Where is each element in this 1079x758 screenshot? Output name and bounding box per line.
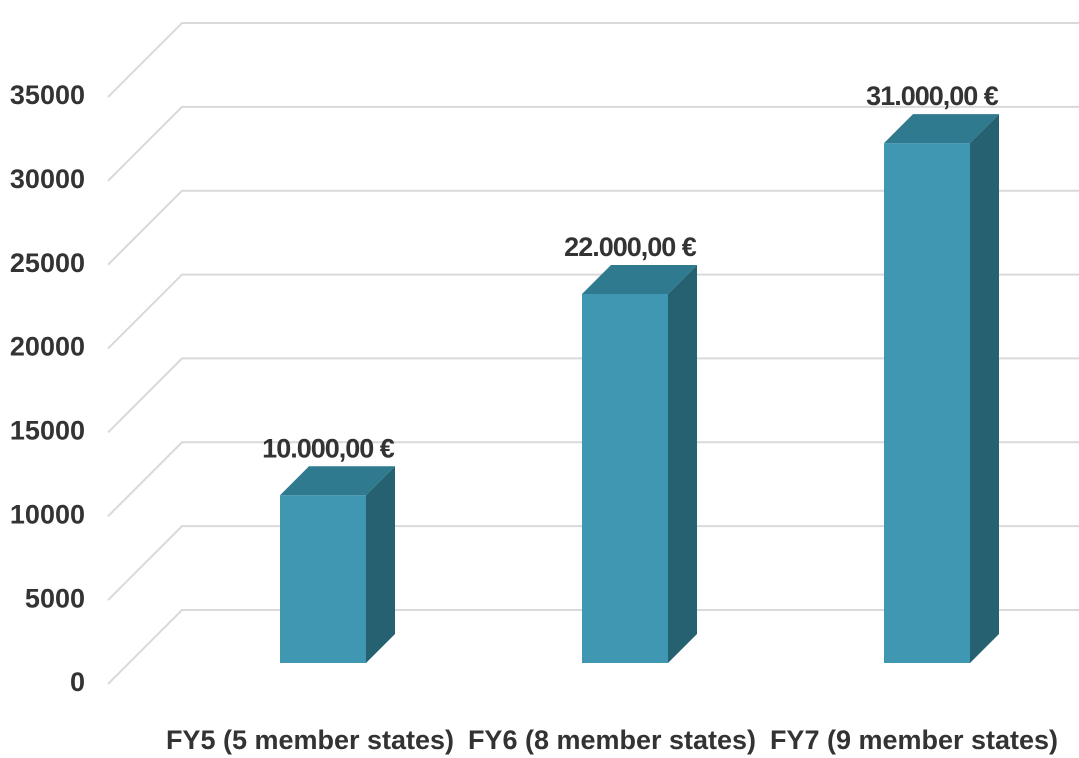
bar <box>280 466 395 663</box>
bar-front <box>582 294 668 663</box>
grid-line <box>107 105 1079 182</box>
grid-line <box>107 357 1079 434</box>
x-tick-label: FY7 (9 member states) <box>770 725 1058 755</box>
bar-top <box>280 466 395 496</box>
y-tick-label: 30000 <box>10 164 85 194</box>
bar-front <box>280 495 366 663</box>
y-tick-label: 15000 <box>10 416 85 446</box>
grid-line <box>107 189 1079 266</box>
bar-top <box>884 114 999 144</box>
y-tick-label: 20000 <box>10 332 85 362</box>
y-tick-label: 0 <box>70 667 85 697</box>
x-tick-label: FY5 (5 member states) <box>166 725 454 755</box>
grid-line <box>107 609 1079 685</box>
value-label: 22.000,00 € <box>564 232 697 262</box>
grid-line <box>107 441 1079 517</box>
bar-side <box>970 114 999 664</box>
x-tick-label: FY6 (8 member states) <box>468 725 756 755</box>
y-tick-label: 5000 <box>25 583 85 613</box>
y-tick-label: 10000 <box>10 499 85 529</box>
bar <box>884 114 999 664</box>
y-tick-label: 35000 <box>10 80 85 110</box>
grid-line <box>107 22 1079 98</box>
grid-line <box>107 273 1079 350</box>
y-tick-label: 25000 <box>10 248 85 278</box>
bar-top <box>582 265 697 295</box>
bar-side <box>668 265 697 663</box>
bar-side <box>366 466 395 663</box>
value-label: 31.000,00 € <box>866 81 999 111</box>
value-label: 10.000,00 € <box>262 433 395 463</box>
grid-line <box>107 525 1079 601</box>
bar <box>582 265 697 663</box>
bar-front <box>884 143 970 664</box>
